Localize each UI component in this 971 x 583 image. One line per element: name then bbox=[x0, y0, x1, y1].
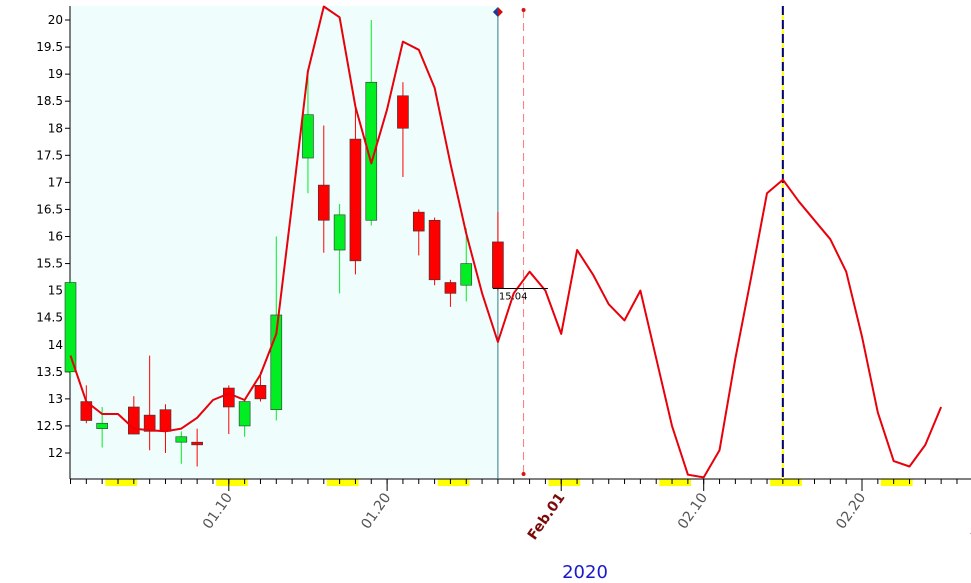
candle-body bbox=[96, 422, 108, 429]
weekend-bar bbox=[326, 479, 359, 486]
year-label: 2020 bbox=[562, 562, 608, 583]
y-tick-label: 13.5 bbox=[36, 365, 63, 379]
y-tick-label: 17 bbox=[48, 175, 63, 189]
x-tick-label: 02.10 bbox=[675, 490, 711, 532]
candle-body bbox=[492, 241, 504, 289]
x-tick-label: 01.10 bbox=[200, 490, 236, 532]
y-tick-label: 15 bbox=[48, 284, 63, 298]
candle-body bbox=[191, 441, 203, 446]
y-tick-label: 20 bbox=[48, 13, 63, 27]
candle-body bbox=[159, 409, 172, 432]
candle-body bbox=[349, 138, 362, 262]
weekend-markers bbox=[105, 479, 913, 486]
weekend-bar bbox=[770, 479, 802, 486]
history-background bbox=[70, 6, 498, 479]
current-price-label: 15.04 bbox=[499, 291, 528, 302]
y-tick-label: 15.5 bbox=[36, 257, 63, 271]
candle-body bbox=[365, 81, 378, 221]
weekend-bar bbox=[659, 479, 692, 486]
x-tick-label: 01.20 bbox=[358, 490, 394, 532]
candle-body bbox=[143, 414, 156, 432]
dashed-marker-bottom-dot bbox=[521, 472, 526, 476]
y-tick-label: 13 bbox=[48, 392, 63, 406]
cursor-diamond-left bbox=[492, 7, 498, 17]
candle-body bbox=[238, 401, 251, 427]
weekend-bar bbox=[216, 479, 248, 486]
y-tick-label: 18.5 bbox=[36, 94, 63, 108]
y-axis-ticks: 12 12.5 13 13.5 14 14.5 15 15.5 16 16.5 17 17.5 18 18… bbox=[36, 13, 70, 460]
current-price: 15.04 bbox=[492, 287, 548, 302]
y-tick-label: 14.5 bbox=[36, 311, 63, 325]
cursor-diamond-right bbox=[497, 7, 503, 17]
candle-body bbox=[317, 184, 330, 221]
candle-body bbox=[412, 211, 425, 232]
y-tick-label: 14 bbox=[48, 338, 63, 352]
candle-body bbox=[302, 114, 314, 159]
candle-body bbox=[64, 282, 77, 373]
y-tick-label: 18 bbox=[48, 121, 63, 135]
weekend-bar bbox=[548, 479, 581, 486]
dashed-marker-top-dot bbox=[521, 8, 526, 12]
candle-body bbox=[444, 282, 457, 294]
candle-body bbox=[333, 214, 346, 251]
axes bbox=[69, 6, 971, 480]
y-tick-label: 17.5 bbox=[36, 148, 63, 162]
x-tick-label: Feb.01 bbox=[525, 490, 569, 543]
weekend-bar bbox=[105, 479, 137, 486]
x-axis-ticks: 01.10 01.20 Feb.01 02.10 02.20 Mar.01 bbox=[70, 479, 971, 543]
candle-body bbox=[254, 385, 267, 400]
candle-body bbox=[175, 436, 188, 443]
y-tick-label: 12.5 bbox=[36, 419, 63, 433]
forecast-line bbox=[69, 5, 943, 479]
candlesticks bbox=[64, 20, 504, 467]
candle-body bbox=[397, 95, 409, 129]
x-tick-label: 02.20 bbox=[833, 490, 869, 532]
weekend-bar bbox=[880, 479, 913, 486]
candle-body bbox=[128, 406, 140, 435]
vertical-markers bbox=[492, 6, 784, 479]
weekend-bar bbox=[437, 479, 470, 486]
forecast-line-group bbox=[69, 5, 943, 479]
candle-body bbox=[270, 314, 283, 411]
y-tick-label: 19 bbox=[48, 67, 63, 81]
y-tick-label: 16.5 bbox=[36, 202, 63, 216]
candle-body bbox=[460, 263, 473, 286]
y-tick-label: 19.5 bbox=[36, 40, 63, 54]
y-tick-label: 16 bbox=[48, 230, 63, 244]
candle-body bbox=[223, 387, 235, 408]
y-tick-label: 12 bbox=[48, 446, 63, 460]
candle-body bbox=[428, 219, 441, 281]
